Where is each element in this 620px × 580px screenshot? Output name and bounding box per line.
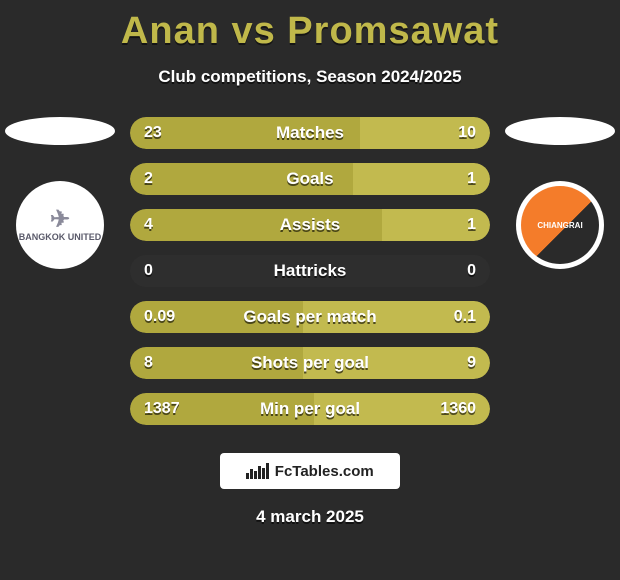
stat-value-right: 0.1 bbox=[454, 308, 476, 326]
stat-value-left: 0 bbox=[144, 262, 153, 280]
stat-row: 4 Assists 1 bbox=[130, 209, 490, 241]
stat-row: 0 Hattricks 0 bbox=[130, 255, 490, 287]
footer-date: 4 march 2025 bbox=[0, 507, 620, 527]
stat-value-right: 1 bbox=[467, 216, 476, 234]
stat-label: Goals per match bbox=[243, 307, 376, 327]
stat-row: 0.09 Goals per match 0.1 bbox=[130, 301, 490, 333]
club-logo-right: CHIANGRAI bbox=[516, 181, 604, 269]
chart-icon bbox=[246, 463, 269, 479]
club-name-left: BANGKOK UNITED bbox=[19, 232, 102, 242]
comparison-container: ✈ BANGKOK UNITED CHIANGRAI 23Matches102G… bbox=[0, 117, 620, 425]
stat-value-left: 2 bbox=[144, 170, 153, 188]
right-club-column: CHIANGRAI bbox=[500, 117, 620, 269]
player-silhouette-right bbox=[505, 117, 615, 145]
stat-row: 23 Matches 10 bbox=[130, 117, 490, 149]
stat-value-left: 0.09 bbox=[144, 308, 175, 326]
stat-row: 1387 Min per goal 1360 bbox=[130, 393, 490, 425]
stat-value-right: 10 bbox=[458, 124, 476, 142]
stats-bars: 23Matches102Goals14Assists10Hattricks00.… bbox=[130, 117, 490, 425]
stat-value-right: 9 bbox=[467, 354, 476, 372]
brand-badge: FcTables.com bbox=[220, 453, 400, 489]
club-name-right: CHIANGRAI bbox=[521, 186, 599, 264]
stat-row: 2 Goals 1 bbox=[130, 163, 490, 195]
player-silhouette-left bbox=[5, 117, 115, 145]
page-subtitle: Club competitions, Season 2024/2025 bbox=[0, 67, 620, 87]
stat-value-left: 1387 bbox=[144, 400, 180, 418]
stat-label: Min per goal bbox=[260, 399, 360, 419]
stat-value-left: 8 bbox=[144, 354, 153, 372]
stat-value-right: 1360 bbox=[440, 400, 476, 418]
stat-label: Hattricks bbox=[274, 261, 347, 281]
left-club-column: ✈ BANGKOK UNITED bbox=[0, 117, 120, 269]
stat-value-right: 1 bbox=[467, 170, 476, 188]
page-title: Anan vs Promsawat bbox=[0, 0, 620, 53]
stat-label: Goals bbox=[286, 169, 333, 189]
club-logo-left: ✈ BANGKOK UNITED bbox=[16, 181, 104, 269]
brand-text: FcTables.com bbox=[275, 463, 374, 480]
stat-row: 8 Shots per goal 9 bbox=[130, 347, 490, 379]
bar-fill-left bbox=[130, 209, 382, 241]
stat-label: Shots per goal bbox=[251, 353, 369, 373]
stat-value-left: 4 bbox=[144, 216, 153, 234]
wings-icon: ✈ bbox=[50, 208, 70, 232]
stat-value-left: 23 bbox=[144, 124, 162, 142]
stat-label: Assists bbox=[280, 215, 340, 235]
stat-value-right: 0 bbox=[467, 262, 476, 280]
stat-label: Matches bbox=[276, 123, 344, 143]
